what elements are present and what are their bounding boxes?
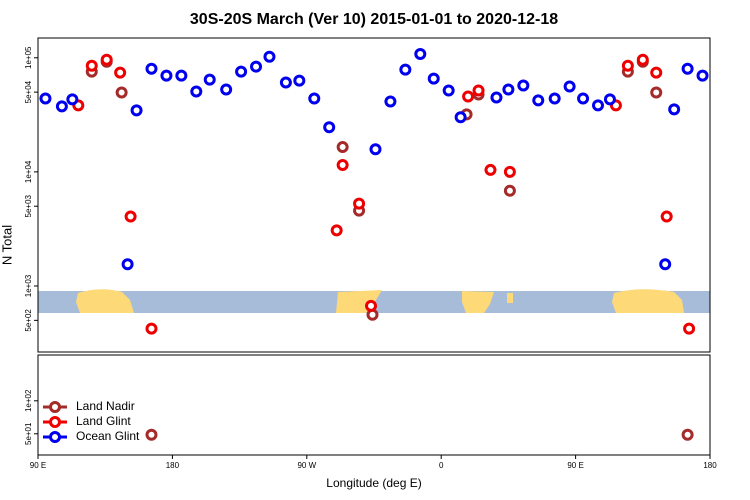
point xyxy=(517,79,530,92)
y-tick-label: 5e+04 xyxy=(24,80,33,103)
point xyxy=(650,66,663,79)
point xyxy=(660,210,673,223)
point xyxy=(563,80,576,93)
point xyxy=(683,322,696,335)
point xyxy=(548,92,561,105)
point xyxy=(503,165,516,178)
point xyxy=(121,258,134,271)
x-tick-label: 180 xyxy=(166,461,180,470)
point xyxy=(399,63,412,76)
point xyxy=(124,210,137,223)
point xyxy=(454,111,467,124)
top-panel-frame xyxy=(37,37,711,353)
bottom-panel-frame xyxy=(37,354,711,456)
point xyxy=(66,93,79,106)
point xyxy=(442,84,455,97)
point xyxy=(175,69,188,82)
point xyxy=(279,76,292,89)
y-tick-label: 5e+02 xyxy=(24,309,33,332)
point xyxy=(145,322,158,335)
point xyxy=(85,59,98,72)
point xyxy=(577,92,590,105)
x-tick-label: 90 E xyxy=(30,461,46,470)
point xyxy=(532,94,545,107)
legend-label: Land Nadir xyxy=(76,399,135,413)
point xyxy=(203,73,216,86)
point xyxy=(55,100,68,113)
x-axis-label: Longitude (deg E) xyxy=(326,476,421,490)
point xyxy=(235,65,248,78)
legend-marker xyxy=(49,416,61,428)
point xyxy=(696,69,709,82)
land xyxy=(76,289,134,313)
point xyxy=(323,121,336,134)
point xyxy=(330,224,343,237)
point xyxy=(353,197,366,210)
legend-label: Land Glint xyxy=(76,414,131,428)
point xyxy=(250,60,263,73)
land xyxy=(462,291,494,313)
point xyxy=(503,184,516,197)
point xyxy=(369,143,382,156)
point xyxy=(160,69,173,82)
point xyxy=(263,50,276,63)
land xyxy=(612,289,684,313)
point xyxy=(668,103,681,116)
point xyxy=(114,66,127,79)
point xyxy=(414,47,427,60)
chart-title: 30S-20S March (Ver 10) 2015-01-01 to 202… xyxy=(190,11,558,28)
point xyxy=(472,84,485,97)
y-tick-label: 1e+02 xyxy=(24,389,33,412)
legend-marker xyxy=(49,401,61,413)
point xyxy=(190,85,203,98)
point xyxy=(336,158,349,171)
point xyxy=(293,74,306,87)
point xyxy=(650,86,663,99)
y-tick-label: 5e+03 xyxy=(24,194,33,217)
point xyxy=(636,53,649,66)
point xyxy=(365,299,378,312)
point xyxy=(39,92,52,105)
point xyxy=(130,104,143,117)
point xyxy=(681,428,694,441)
point xyxy=(220,83,233,96)
y-tick-label: 5e+01 xyxy=(24,422,33,445)
y-tick-label: 1e+04 xyxy=(24,160,33,183)
x-tick-label: 90 E xyxy=(567,461,583,470)
x-tick-label: 180 xyxy=(703,461,717,470)
x-tick-label: 90 W xyxy=(297,461,316,470)
y-tick-label: 1e+03 xyxy=(24,274,33,297)
y-axis-label: N Total xyxy=(0,225,14,265)
point xyxy=(115,86,128,99)
point xyxy=(681,62,694,75)
point xyxy=(502,83,515,96)
land xyxy=(507,293,513,303)
point xyxy=(621,59,634,72)
x-tick-label: 0 xyxy=(439,461,444,470)
point xyxy=(659,258,672,271)
point xyxy=(145,62,158,75)
point xyxy=(592,99,604,112)
point xyxy=(603,93,616,106)
point xyxy=(100,53,113,66)
legend-marker xyxy=(49,431,61,443)
point xyxy=(462,90,475,103)
point xyxy=(484,163,497,176)
point xyxy=(384,95,397,108)
point xyxy=(336,141,349,154)
land xyxy=(336,290,382,313)
point xyxy=(308,92,321,105)
point xyxy=(427,72,440,85)
point xyxy=(145,428,158,441)
legend-label: Ocean Glint xyxy=(76,429,140,443)
y-tick-label: 1e+05 xyxy=(24,46,33,69)
point xyxy=(490,91,503,104)
